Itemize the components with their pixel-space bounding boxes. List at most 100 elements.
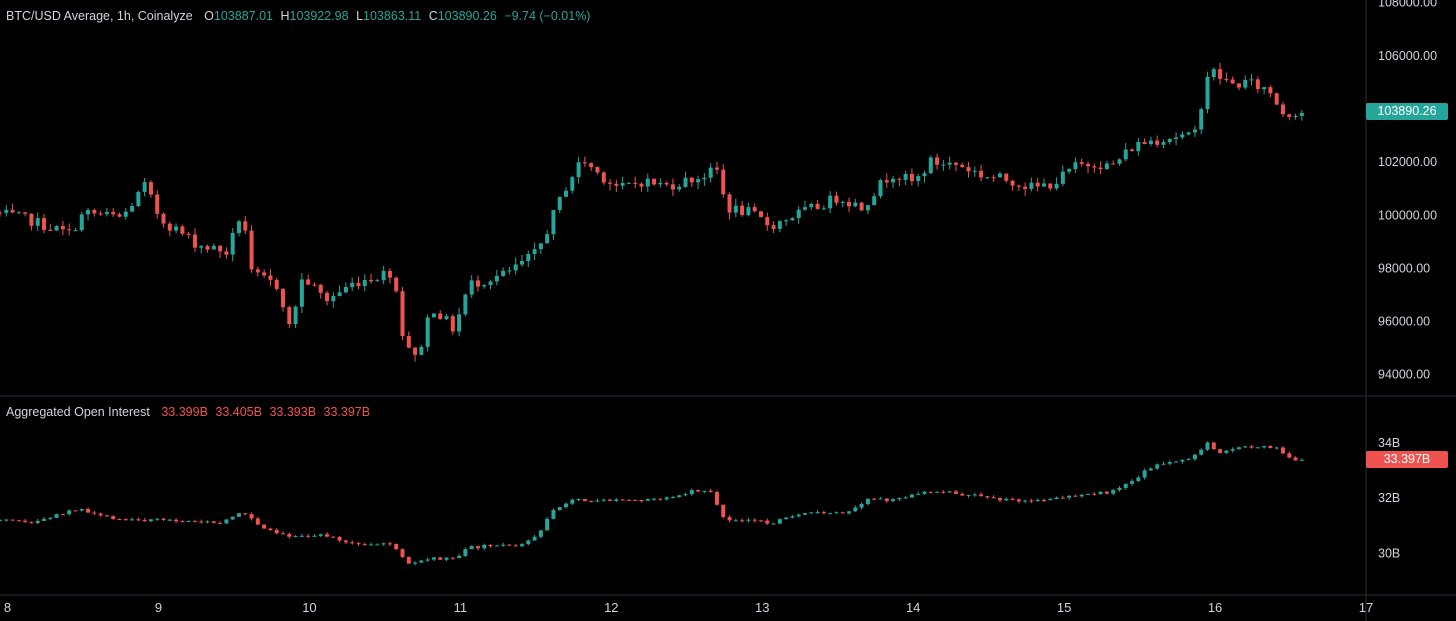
candle bbox=[1041, 178, 1046, 187]
candle bbox=[947, 156, 952, 170]
candle bbox=[1041, 498, 1046, 503]
candle bbox=[828, 191, 833, 214]
candle bbox=[815, 199, 820, 210]
candle bbox=[23, 211, 28, 217]
candle bbox=[1148, 467, 1153, 472]
candle bbox=[1155, 135, 1160, 148]
candle bbox=[1192, 453, 1197, 461]
candle bbox=[230, 516, 235, 520]
candle bbox=[1073, 494, 1078, 497]
candle bbox=[928, 491, 933, 494]
oi-axis[interactable]: 34B 32B 30B bbox=[1378, 436, 1400, 561]
candle bbox=[23, 519, 28, 523]
candle bbox=[325, 290, 330, 306]
candle bbox=[1086, 493, 1091, 496]
candle bbox=[639, 182, 644, 192]
candle bbox=[796, 206, 801, 224]
candle bbox=[1010, 497, 1015, 501]
candle bbox=[564, 187, 569, 198]
candle bbox=[960, 492, 965, 496]
candle bbox=[714, 490, 719, 506]
candle bbox=[670, 495, 675, 499]
candle bbox=[526, 250, 531, 268]
candle bbox=[803, 200, 808, 212]
candle bbox=[683, 492, 688, 497]
candle bbox=[582, 498, 587, 502]
candle bbox=[689, 488, 694, 496]
candle bbox=[123, 518, 128, 521]
candle bbox=[494, 544, 499, 547]
candle bbox=[73, 510, 78, 512]
candle bbox=[117, 518, 122, 521]
candle bbox=[1035, 498, 1040, 502]
x-tick-label: 9 bbox=[155, 600, 162, 615]
candle bbox=[979, 492, 984, 497]
candle bbox=[689, 176, 694, 188]
candle bbox=[155, 517, 160, 521]
candle bbox=[10, 203, 15, 213]
candle bbox=[1117, 158, 1122, 166]
candle bbox=[853, 505, 858, 513]
candle bbox=[608, 178, 613, 191]
candle bbox=[683, 171, 688, 188]
candle bbox=[696, 175, 701, 190]
candle bbox=[161, 517, 166, 522]
candle bbox=[570, 175, 575, 194]
candle bbox=[268, 269, 273, 286]
candle bbox=[1086, 161, 1091, 174]
open-label: O bbox=[204, 9, 214, 23]
candle bbox=[1293, 456, 1298, 461]
candle bbox=[1287, 113, 1292, 121]
candle bbox=[35, 518, 40, 525]
candle bbox=[1199, 107, 1204, 135]
candle bbox=[331, 292, 336, 308]
candle bbox=[425, 314, 430, 352]
candle bbox=[318, 283, 323, 299]
candle bbox=[218, 521, 223, 524]
candle bbox=[92, 208, 97, 217]
candle bbox=[1236, 83, 1241, 91]
candle bbox=[42, 213, 47, 234]
candle bbox=[73, 227, 78, 232]
candle bbox=[1023, 182, 1028, 196]
candle bbox=[853, 198, 858, 208]
candle bbox=[985, 495, 990, 499]
candle bbox=[1092, 492, 1097, 496]
candle bbox=[67, 223, 72, 236]
price-axis[interactable]: 108000.00106000.00104000.00102000.001000… bbox=[1378, 0, 1437, 382]
candle bbox=[1054, 496, 1059, 500]
close-value: 103890.26 bbox=[437, 9, 497, 23]
candle bbox=[218, 245, 223, 259]
candle bbox=[922, 170, 927, 183]
candle bbox=[1161, 461, 1166, 466]
candle bbox=[1073, 157, 1078, 173]
candle bbox=[343, 282, 348, 294]
candle bbox=[1280, 101, 1285, 117]
candle bbox=[469, 275, 474, 299]
candle bbox=[136, 190, 141, 207]
candle bbox=[991, 174, 996, 182]
candle bbox=[1142, 468, 1147, 480]
candle bbox=[1211, 67, 1216, 81]
time-axis[interactable]: 8 9 10 11 12 13 14 15 16 17 bbox=[4, 600, 1373, 615]
candle bbox=[859, 502, 864, 510]
candle bbox=[1192, 125, 1197, 138]
candle bbox=[29, 213, 34, 231]
candle bbox=[1274, 446, 1279, 450]
candle bbox=[362, 274, 367, 292]
candle bbox=[551, 508, 556, 520]
candle bbox=[928, 155, 933, 175]
candle bbox=[721, 504, 726, 519]
candle bbox=[979, 164, 984, 182]
y-tick-label: 98000.00 bbox=[1378, 261, 1430, 275]
candle bbox=[287, 305, 292, 328]
candle bbox=[236, 512, 241, 518]
candle bbox=[224, 519, 229, 524]
candle bbox=[79, 508, 84, 512]
candle bbox=[1218, 448, 1223, 454]
candle bbox=[67, 509, 72, 516]
candle bbox=[576, 156, 581, 184]
candle bbox=[758, 519, 763, 522]
